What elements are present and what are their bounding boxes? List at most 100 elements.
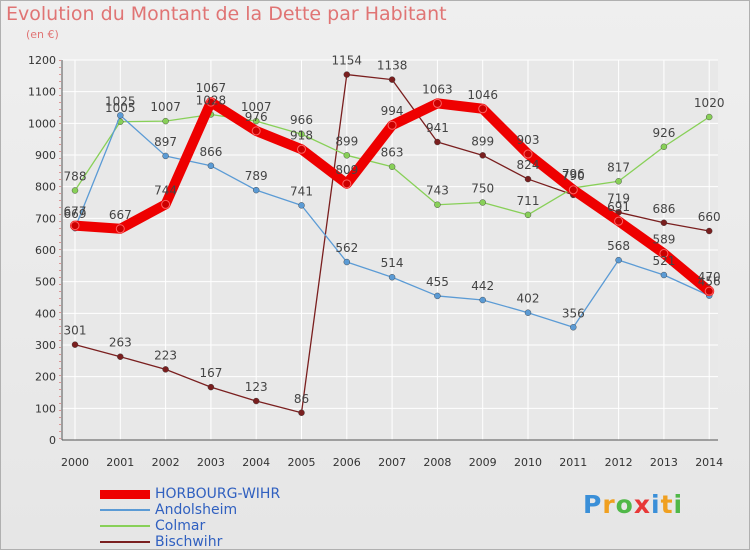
- data-label: 167: [199, 366, 222, 380]
- data-point: [253, 186, 260, 194]
- data-label: 789: [245, 169, 268, 183]
- data-label: 568: [607, 239, 630, 253]
- data-point: [615, 256, 622, 264]
- data-point: [704, 286, 714, 296]
- data-label: 750: [471, 182, 494, 196]
- legend-swatch: [100, 541, 150, 543]
- data-point: [298, 202, 305, 209]
- data-label: 719: [607, 191, 630, 205]
- data-point: [388, 274, 396, 281]
- data-point: [162, 152, 169, 160]
- data-label: 677: [64, 205, 87, 219]
- data-label: 470: [698, 270, 721, 284]
- x-tick-label: 2013: [650, 456, 678, 469]
- data-point: [479, 296, 486, 304]
- data-label: 1007: [241, 100, 272, 114]
- x-tick-label: 2001: [106, 456, 134, 469]
- data-point: [71, 341, 79, 348]
- data-point: [388, 76, 396, 83]
- legend-label: Andolsheim: [155, 502, 238, 518]
- data-point: [387, 120, 397, 130]
- data-label: 976: [245, 110, 268, 124]
- legend-item-horbourg-wihr: HORBOURG-WIHR: [100, 486, 340, 502]
- y-tick-label: 700: [35, 212, 56, 225]
- data-label: 660: [698, 210, 721, 224]
- data-label: 817: [607, 160, 630, 174]
- data-label: 897: [154, 135, 177, 149]
- logo-letter: i: [673, 490, 684, 519]
- y-tick-label: 500: [35, 276, 56, 289]
- data-label: 926: [652, 126, 675, 140]
- legend-label: Colmar: [155, 518, 206, 534]
- data-label: 691: [607, 200, 630, 214]
- data-point: [523, 149, 533, 159]
- data-point: [660, 143, 668, 150]
- data-label: 866: [199, 145, 222, 159]
- data-point: [434, 292, 441, 300]
- y-tick-label: 300: [35, 339, 56, 352]
- data-label: 1138: [377, 59, 408, 73]
- logo-letter: o: [615, 490, 634, 519]
- data-label: 918: [290, 128, 313, 142]
- x-tick-label: 2004: [242, 456, 270, 469]
- x-tick-label: 2008: [423, 456, 451, 469]
- data-point: [568, 185, 578, 195]
- data-label: 743: [426, 184, 449, 198]
- data-label: 966: [290, 113, 313, 127]
- y-tick-label: 100: [35, 402, 56, 415]
- data-label: 809: [335, 163, 358, 177]
- logo-letter: P: [583, 490, 603, 519]
- data-point: [434, 138, 441, 146]
- data-point: [660, 271, 668, 279]
- data-label: 1067: [196, 81, 227, 95]
- y-tick-label: 900: [35, 149, 56, 162]
- data-point: [479, 152, 486, 159]
- data-label: 455: [426, 275, 449, 289]
- x-tick-label: 2000: [61, 456, 89, 469]
- data-label: 669: [64, 207, 87, 221]
- data-label: 589: [652, 232, 675, 246]
- data-point: [706, 113, 713, 121]
- logo-letter: x: [633, 490, 651, 519]
- y-tick-label: 200: [35, 371, 56, 384]
- data-point: [207, 383, 215, 391]
- data-point: [71, 187, 79, 194]
- x-tick-label: 2011: [559, 456, 587, 469]
- data-label: 863: [381, 146, 404, 160]
- x-tick-label: 2012: [605, 456, 633, 469]
- chart-subtitle: (en €): [26, 28, 59, 41]
- data-point: [298, 409, 305, 416]
- y-tick-label: 800: [35, 181, 56, 194]
- data-label: 1025: [105, 94, 136, 108]
- data-label: 356: [562, 306, 585, 320]
- data-label: 402: [517, 292, 540, 306]
- data-point: [251, 126, 261, 136]
- x-tick-label: 2009: [469, 456, 497, 469]
- data-label: 790: [562, 169, 585, 183]
- data-label: 941: [426, 121, 449, 135]
- legend-item-bischwihr: Bischwihr: [100, 534, 340, 550]
- x-tick-label: 2007: [378, 456, 406, 469]
- data-point: [117, 353, 124, 360]
- data-point: [479, 199, 486, 206]
- x-tick-label: 2010: [514, 456, 542, 469]
- legend-item-colmar: Colmar: [100, 518, 340, 534]
- data-label: 521: [652, 254, 675, 268]
- data-label: 1020: [694, 96, 725, 110]
- x-tick-label: 2005: [288, 456, 316, 469]
- data-label: 223: [154, 348, 177, 362]
- x-tick-label: 2006: [333, 456, 361, 469]
- data-label: 1063: [422, 82, 453, 96]
- y-tick-label: 1100: [28, 86, 56, 99]
- data-point: [161, 199, 171, 209]
- data-label: 514: [381, 256, 404, 270]
- data-label: 741: [290, 184, 313, 198]
- logo-letter: r: [602, 490, 616, 519]
- data-label: 824: [517, 158, 540, 172]
- data-point: [570, 324, 577, 331]
- data-label: 796: [562, 167, 585, 181]
- data-label: 1046: [467, 88, 498, 102]
- data-label: 686: [652, 202, 675, 216]
- data-label: 899: [471, 134, 494, 148]
